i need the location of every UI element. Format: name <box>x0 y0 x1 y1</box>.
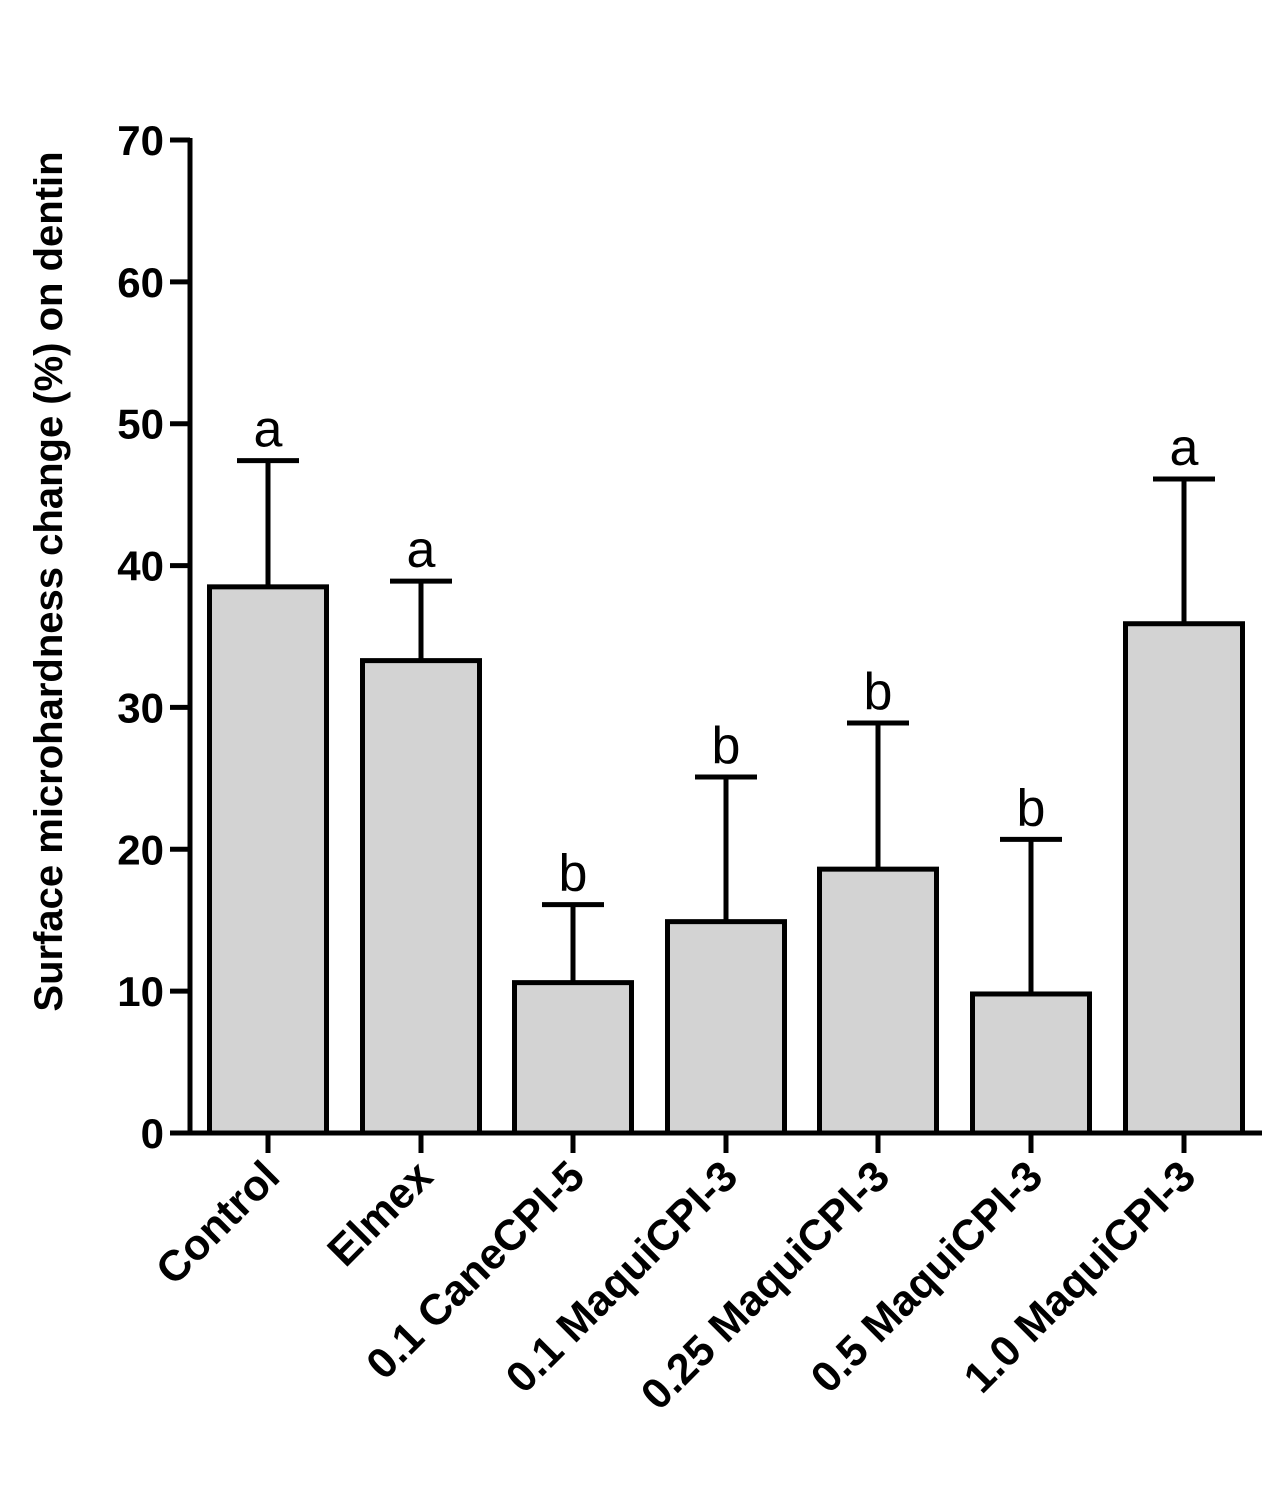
y-tick-label: 40 <box>117 543 164 590</box>
y-tick-label: 60 <box>117 259 164 306</box>
significance-label: a <box>407 521 436 579</box>
significance-label: b <box>864 663 893 721</box>
bars-group <box>207 584 1245 1136</box>
significance-labels-group: a a b b b b a <box>254 401 1199 903</box>
significance-label: b <box>712 717 741 775</box>
bar <box>512 980 634 1136</box>
bar <box>970 991 1092 1136</box>
y-tick-label: 30 <box>117 684 164 731</box>
bar <box>1123 621 1245 1136</box>
significance-label: a <box>1170 419 1199 477</box>
x-category-label: Control <box>147 1152 289 1294</box>
y-ticks-group: 0 10 20 30 40 50 60 70 <box>117 117 190 1157</box>
bar <box>207 584 329 1136</box>
y-tick-label: 10 <box>117 968 164 1015</box>
error-bars-group <box>237 458 1215 994</box>
bar <box>665 919 787 1136</box>
y-axis-label: Surface microhardness change (%) on dent… <box>27 151 71 1011</box>
y-tick-label: 70 <box>117 117 164 164</box>
bar <box>817 866 939 1136</box>
x-category-label: Elmex <box>319 1152 443 1276</box>
y-tick-label: 20 <box>117 826 164 873</box>
y-tick-label: 0 <box>141 1110 164 1157</box>
y-tick-label: 50 <box>117 401 164 448</box>
bar <box>360 658 482 1136</box>
significance-label: b <box>1017 779 1046 837</box>
y-axis-label-group: Surface microhardness change (%) on dent… <box>27 151 71 1011</box>
significance-label: a <box>254 401 283 459</box>
significance-label: b <box>559 845 588 903</box>
